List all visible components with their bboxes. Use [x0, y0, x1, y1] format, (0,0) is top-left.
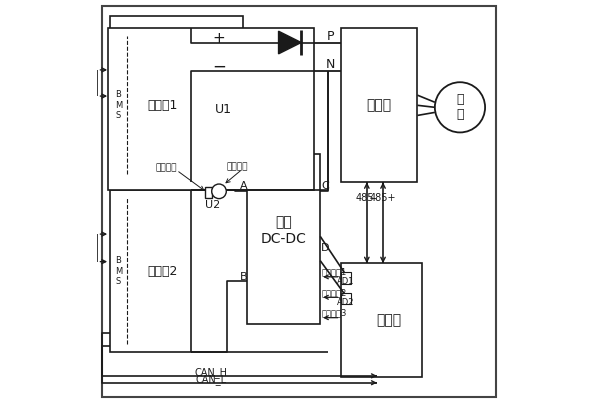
Polygon shape: [278, 31, 301, 54]
Text: B
M
S: B M S: [115, 90, 122, 120]
Text: AD1: AD1: [337, 277, 355, 286]
Text: C: C: [322, 181, 329, 192]
Bar: [341, 272, 350, 284]
Text: 控制信號3: 控制信號3: [322, 308, 347, 318]
Text: −: −: [212, 58, 226, 76]
Text: B: B: [239, 272, 247, 281]
Bar: [110, 16, 244, 186]
Text: CAN_L: CAN_L: [196, 374, 226, 384]
Text: 控制器: 控制器: [377, 313, 401, 327]
Circle shape: [435, 82, 485, 132]
Text: B
M
S: B M S: [115, 256, 122, 286]
Bar: [205, 187, 212, 198]
Bar: [341, 28, 418, 182]
Text: D: D: [321, 243, 330, 253]
Text: 電池組1: 電池組1: [147, 99, 178, 112]
Text: A: A: [239, 181, 247, 192]
Bar: [247, 154, 320, 324]
Text: N: N: [326, 58, 335, 71]
Bar: [110, 190, 191, 352]
Text: CAN_H: CAN_H: [194, 367, 227, 377]
Bar: [341, 263, 421, 377]
Circle shape: [212, 184, 226, 198]
Bar: [341, 293, 350, 304]
Text: 電
機: 電 機: [456, 93, 464, 122]
Text: P: P: [326, 30, 334, 43]
Text: 電流霍爾: 電流霍爾: [155, 164, 177, 173]
Text: AD2: AD2: [337, 298, 355, 307]
Text: 雙向
DC-DC: 雙向 DC-DC: [261, 215, 307, 245]
Text: 電壓霍爾: 電壓霍爾: [226, 162, 248, 172]
Text: U2: U2: [205, 200, 221, 211]
Bar: [107, 28, 314, 190]
Text: 電池組2: 電池組2: [147, 265, 178, 278]
Text: 變頻器: 變頻器: [367, 98, 392, 112]
Text: U1: U1: [215, 103, 232, 116]
Text: +: +: [212, 31, 226, 46]
Text: 485+: 485+: [370, 194, 396, 203]
Bar: [110, 28, 191, 182]
Text: 控制信號2: 控制信號2: [322, 288, 347, 297]
Text: 控制信號1: 控制信號1: [322, 267, 347, 277]
Text: 485-: 485-: [356, 194, 378, 203]
